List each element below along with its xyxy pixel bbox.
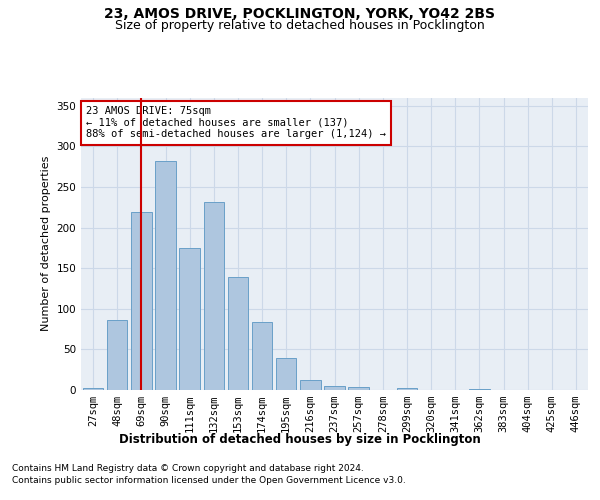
Bar [203,202,224,390]
Text: Distribution of detached houses by size in Pocklington: Distribution of detached houses by size … [119,432,481,446]
Bar [227,277,248,390]
Bar [397,388,417,390]
Text: Contains HM Land Registry data © Crown copyright and database right 2024.: Contains HM Land Registry data © Crown c… [12,464,364,473]
Bar [324,386,345,390]
Bar [179,248,200,390]
Text: 23, AMOS DRIVE, POCKLINGTON, YORK, YO42 2BS: 23, AMOS DRIVE, POCKLINGTON, YORK, YO42 … [104,8,496,22]
Bar [276,358,296,390]
Bar [469,389,490,390]
Text: Size of property relative to detached houses in Pocklington: Size of property relative to detached ho… [115,18,485,32]
Bar [349,387,369,390]
Bar [131,212,152,390]
Bar [155,161,176,390]
Bar [252,322,272,390]
Bar [300,380,320,390]
Text: Contains public sector information licensed under the Open Government Licence v3: Contains public sector information licen… [12,476,406,485]
Bar [83,388,103,390]
Bar [107,320,127,390]
Text: 23 AMOS DRIVE: 75sqm
← 11% of detached houses are smaller (137)
88% of semi-deta: 23 AMOS DRIVE: 75sqm ← 11% of detached h… [86,106,386,140]
Y-axis label: Number of detached properties: Number of detached properties [41,156,51,332]
